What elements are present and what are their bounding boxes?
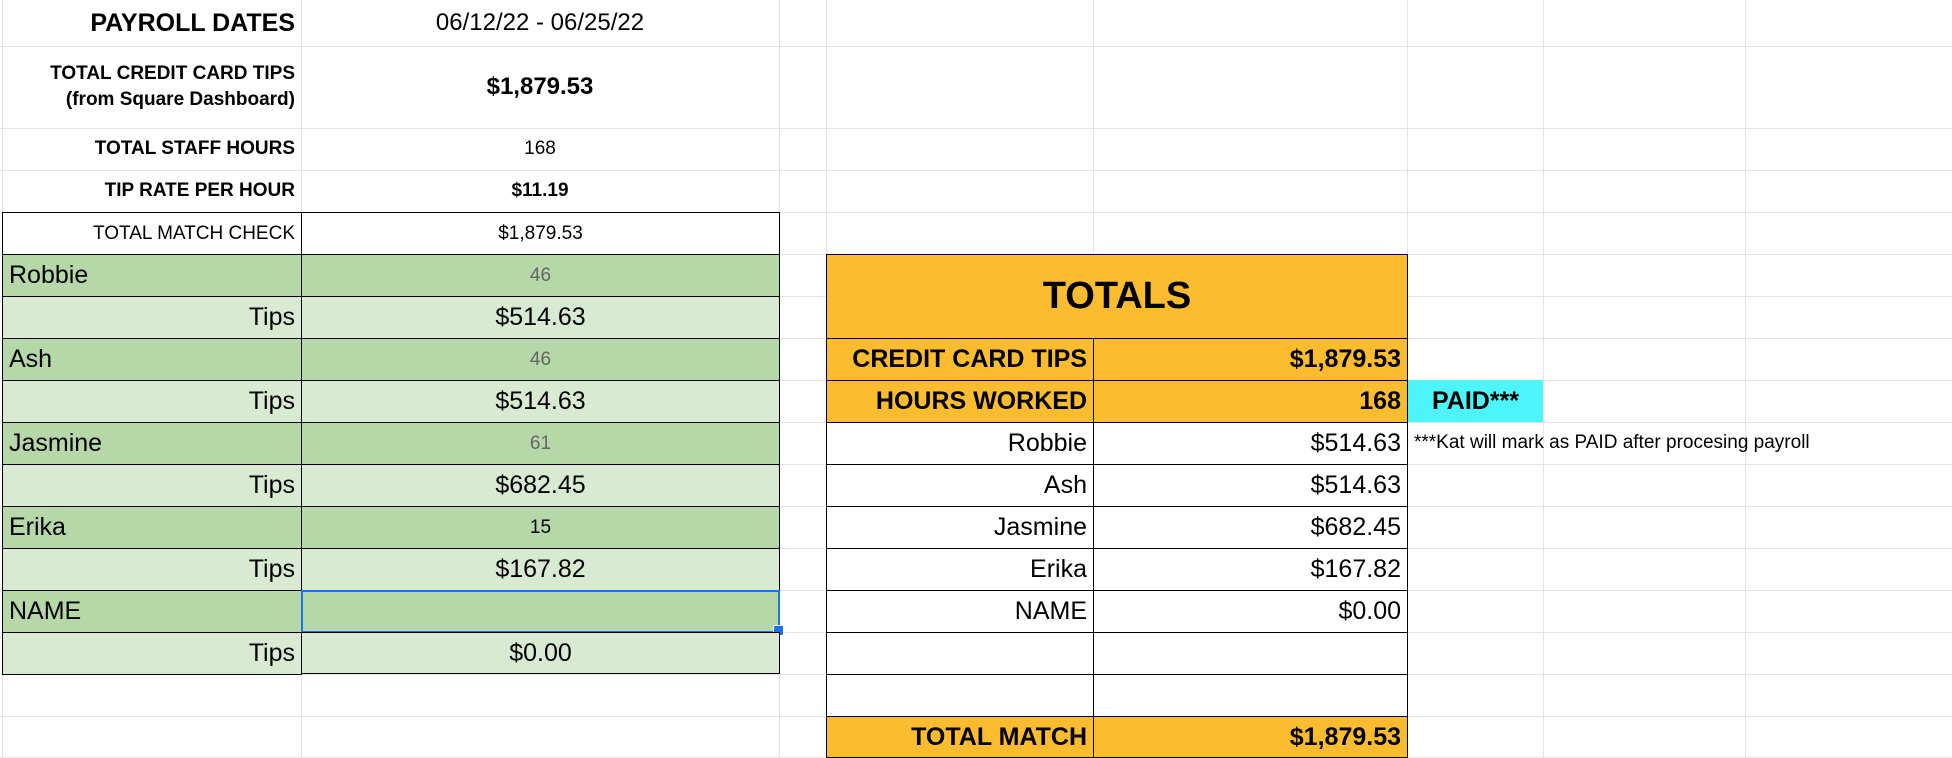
- gridline: [0, 46, 1952, 47]
- payroll-dates-value[interactable]: 06/12/22 - 06/25/22: [435, 9, 645, 36]
- staff-tips-label[interactable]: Tips: [2, 548, 302, 591]
- gridline: [0, 212, 1952, 213]
- totals-row-value[interactable]: $514.63: [1093, 464, 1408, 507]
- total-match-value[interactable]: $1,879.53: [1093, 716, 1408, 758]
- totals-empty-cell[interactable]: [1093, 632, 1408, 675]
- selected-hours-cell[interactable]: [301, 590, 780, 633]
- staff-hours[interactable]: 61: [301, 422, 780, 465]
- totals-row-name[interactable]: Ash: [826, 464, 1094, 507]
- staff-tips-value[interactable]: $514.63: [301, 380, 780, 423]
- total-match-check-value[interactable]: $1,879.53: [301, 212, 780, 255]
- gridline: [0, 170, 1952, 171]
- totals-cc-tips-label[interactable]: CREDIT CARD TIPS: [826, 338, 1094, 381]
- totals-empty-cell[interactable]: [826, 674, 1094, 717]
- total-staff-hours-value[interactable]: 168: [524, 138, 556, 159]
- staff-name[interactable]: NAME: [2, 590, 302, 633]
- totals-hours-value[interactable]: 168: [1093, 380, 1408, 423]
- totals-row-value[interactable]: $167.82: [1093, 548, 1408, 591]
- totals-empty-cell[interactable]: [826, 632, 1094, 675]
- total-cc-tips-label-line1: TOTAL CREDIT CARD TIPS: [50, 63, 295, 84]
- total-cc-tips-label[interactable]: TOTAL CREDIT CARD TIPS (from Square Dash…: [2, 46, 301, 128]
- totals-cc-tips-value[interactable]: $1,879.53: [1093, 338, 1408, 381]
- totals-row-value[interactable]: $514.63: [1093, 422, 1408, 465]
- total-cc-tips-label-line2: (from Square Dashboard): [65, 89, 295, 110]
- staff-name[interactable]: Erika: [2, 506, 302, 549]
- paid-note[interactable]: ***Kat will mark as PAID after procesing…: [1414, 432, 1810, 453]
- totals-row-name[interactable]: Jasmine: [826, 506, 1094, 549]
- staff-tips-value[interactable]: $682.45: [301, 464, 780, 507]
- staff-name[interactable]: Jasmine: [2, 422, 302, 465]
- total-staff-hours-label[interactable]: TOTAL STAFF HOURS: [94, 138, 295, 159]
- totals-row-name[interactable]: Erika: [826, 548, 1094, 591]
- total-match-label[interactable]: TOTAL MATCH: [826, 716, 1094, 758]
- staff-tips-label[interactable]: Tips: [2, 380, 302, 423]
- staff-name[interactable]: Robbie: [2, 254, 302, 297]
- staff-tips-label[interactable]: Tips: [2, 464, 302, 507]
- gridline: [0, 128, 1952, 129]
- totals-row-value[interactable]: $682.45: [1093, 506, 1408, 549]
- staff-name[interactable]: Ash: [2, 338, 302, 381]
- tip-rate-value[interactable]: $11.19: [511, 180, 569, 201]
- total-match-check-label[interactable]: TOTAL MATCH CHECK: [2, 212, 302, 255]
- totals-row-value[interactable]: $0.00: [1093, 590, 1408, 633]
- totals-row-name[interactable]: NAME: [826, 590, 1094, 633]
- staff-tips-label[interactable]: Tips: [2, 296, 302, 339]
- staff-hours[interactable]: 46: [301, 338, 780, 381]
- gridline: [1745, 0, 1746, 758]
- staff-hours[interactable]: 46: [301, 254, 780, 297]
- staff-tips-value[interactable]: $167.82: [301, 548, 780, 591]
- totals-empty-cell[interactable]: [1093, 674, 1408, 717]
- totals-title[interactable]: TOTALS: [826, 254, 1408, 339]
- total-cc-tips-value[interactable]: $1,879.53: [486, 73, 594, 100]
- paid-status-badge[interactable]: PAID***: [1408, 380, 1543, 422]
- staff-hours[interactable]: 15: [301, 506, 780, 549]
- totals-hours-label[interactable]: HOURS WORKED: [826, 380, 1094, 423]
- staff-tips-label[interactable]: Tips: [2, 632, 302, 675]
- totals-row-name[interactable]: Robbie: [826, 422, 1094, 465]
- gridline: [1543, 0, 1544, 758]
- payroll-dates-label[interactable]: PAYROLL DATES: [90, 8, 295, 37]
- staff-tips-value[interactable]: $514.63: [301, 296, 780, 339]
- staff-tips-value[interactable]: $0.00: [301, 632, 780, 674]
- tip-rate-label[interactable]: TIP RATE PER HOUR: [104, 180, 295, 201]
